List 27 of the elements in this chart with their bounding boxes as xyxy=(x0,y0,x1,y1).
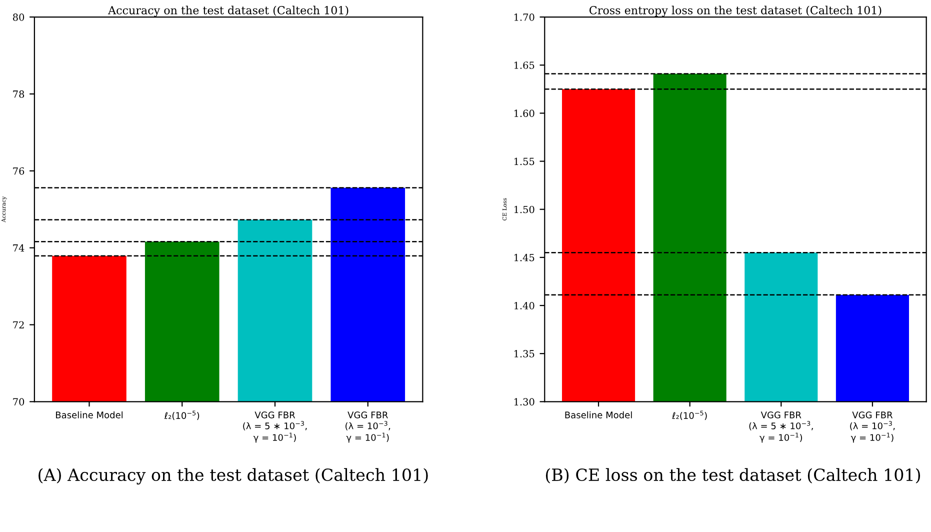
category-label: VGG FBR (λ = 5 ∗ 10$^{−3}$, γ = 10$^{−1}$) xyxy=(749,412,813,443)
x-tick-label: Baseline Model xyxy=(56,411,123,418)
y-tick-label: 1.45 xyxy=(514,254,534,262)
category-label: VGG FBR (λ = 10$^{−3}$, γ = 10$^{−1}$) xyxy=(346,412,390,443)
y-tick-label: 1.65 xyxy=(514,62,534,69)
x-tick-label: ℓ₂(10$^{−5}$) xyxy=(672,410,707,420)
text: (A) Accuracy on the test dataset (Caltech 101) xyxy=(38,468,428,485)
y-tick-label: 1.60 xyxy=(514,110,534,118)
chart-title: Accuracy on the test dataset (Caltech 101) xyxy=(108,6,348,17)
x-tick-label: Baseline Model xyxy=(565,411,632,418)
x-tick-label: ℓ₂(10$^{−5}$) xyxy=(164,410,200,420)
category-label: VGG FBR (λ = 5 ∗ 10$^{−3}$, γ = 10$^{−1}$) xyxy=(243,412,307,443)
y-tick-label: 1.70 xyxy=(514,14,534,21)
y-tick-label: 70 xyxy=(13,398,24,406)
y-tick-label: 78 xyxy=(13,90,24,98)
y-tick-label: 1.35 xyxy=(514,350,534,358)
category-label: VGG FBR (λ = 10$^{−3}$, γ = 10$^{−1}$) xyxy=(850,412,895,443)
y-tick-label: 72 xyxy=(13,321,24,328)
y-tick-label: 1.50 xyxy=(514,206,534,214)
y-tick-label: 1.55 xyxy=(514,158,534,166)
y-tick-label: 74 xyxy=(13,244,24,252)
y-tick-label: 1.30 xyxy=(514,398,534,406)
y-tick-label: 76 xyxy=(13,167,24,175)
text: (B) CE loss on the test dataset (Caltech 101) xyxy=(546,468,920,484)
y-tick-label: 1.40 xyxy=(514,302,534,310)
y-tick-label: 80 xyxy=(13,14,24,21)
chart-title: Cross entropy loss on the test dataset (Caltech 101) xyxy=(590,6,882,17)
